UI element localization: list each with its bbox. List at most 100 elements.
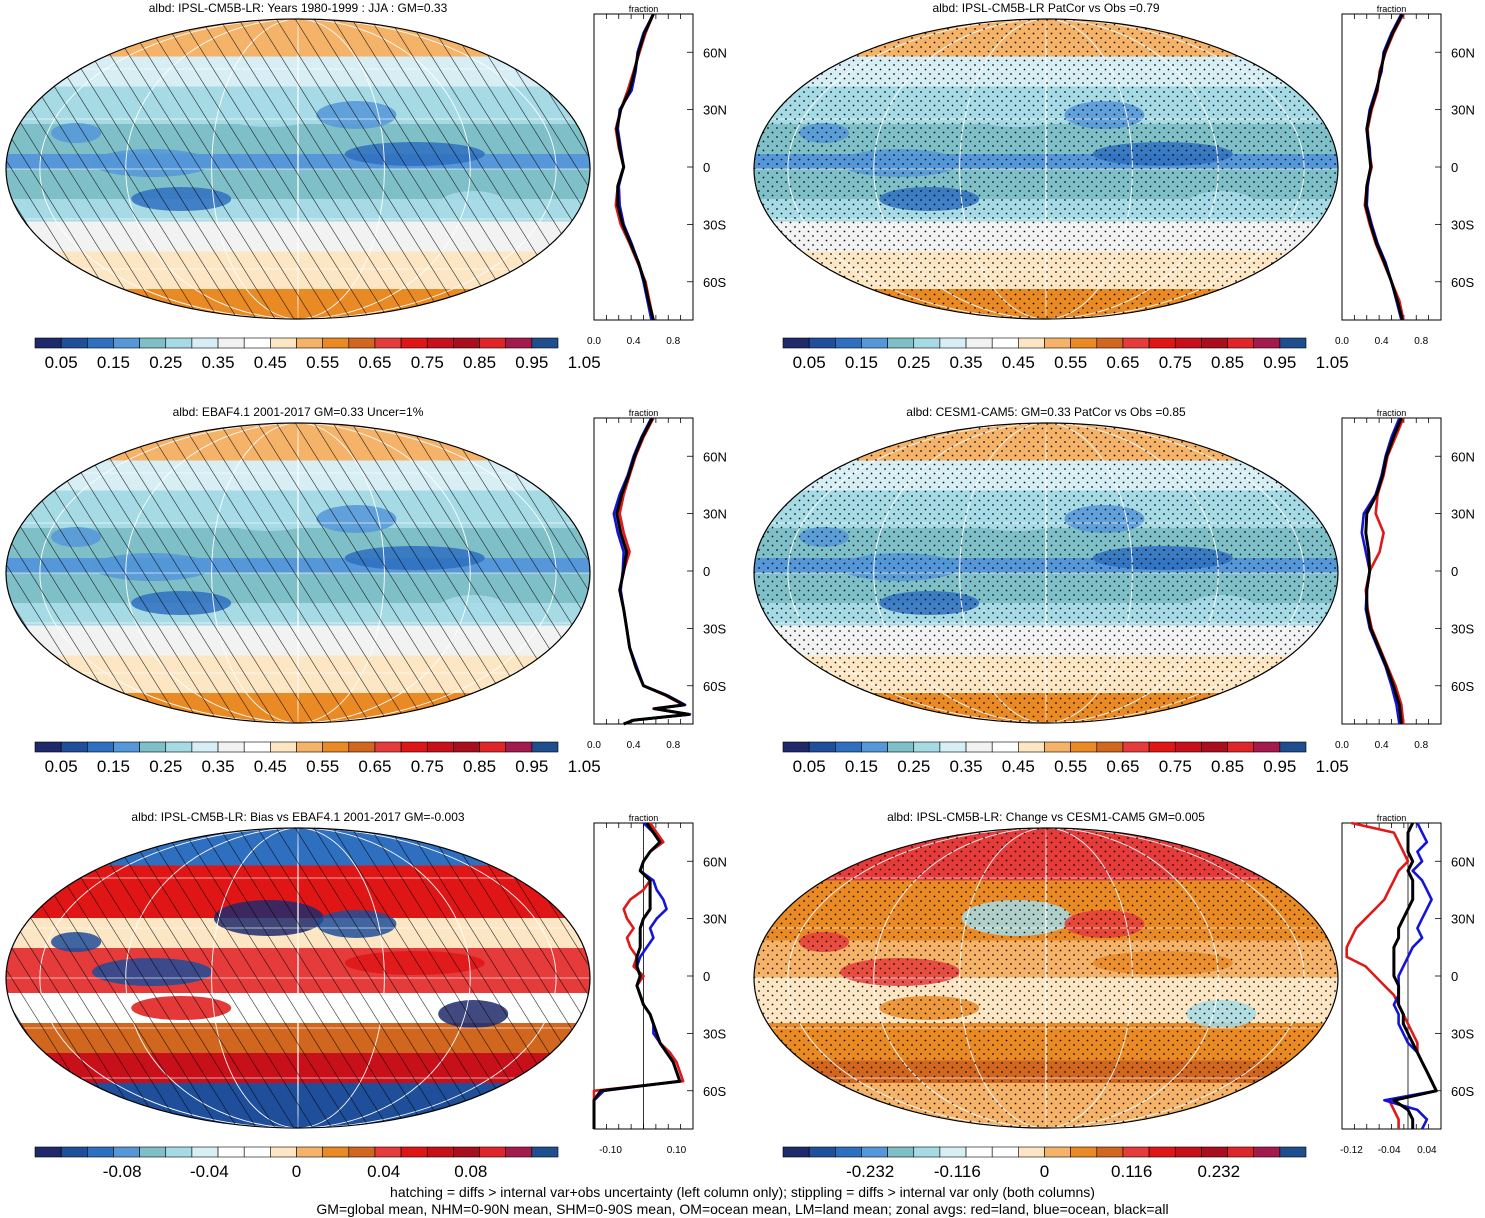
- colorbar-label: 0.85: [1211, 353, 1244, 372]
- map-outline: [753, 827, 1339, 1129]
- zonal-series-all: [592, 822, 682, 1129]
- x-tick-label: -0.10: [599, 1145, 622, 1156]
- x-tick-label: 0.8: [1414, 740, 1428, 751]
- footer-note-legend: GM=global mean, NHM=0-90N mean, SHM=0-90…: [316, 1201, 1169, 1217]
- x-tick-label: 0.0: [1335, 740, 1349, 751]
- x-tick-label: 0.4: [1375, 740, 1389, 751]
- zonal-series-all: [1364, 13, 1404, 321]
- zonal-chart-title: fraction: [1377, 4, 1407, 14]
- colorbar-label: 0.35: [950, 757, 983, 776]
- colorbar-label: 0.85: [1211, 757, 1244, 776]
- map-outline: [5, 827, 591, 1129]
- x-tick-label: -0.04: [1378, 1145, 1401, 1156]
- colorbar-label: 0.55: [306, 353, 339, 372]
- x-tick-label: 0.0: [587, 740, 601, 751]
- colorbar-label: 1.05: [568, 757, 601, 776]
- lat-tick-label: 30N: [703, 912, 727, 927]
- map-title: albd: IPSL-CM5B-LR PatCor vs Obs =0.79: [932, 1, 1159, 15]
- zonal-mean-chart: fraction 60N 30N 0 30S 60S 0.0 0.4 0.8: [587, 408, 727, 751]
- zonal-chart-title: fraction: [1377, 408, 1407, 418]
- colorbar-label: -0.04: [190, 1162, 229, 1181]
- colorbar-label: 0.05: [45, 757, 78, 776]
- panel-4: albd: CESM1-CAM5: GM=0.33 PatCor vs Obs …: [753, 405, 1475, 776]
- x-tick-label: -0.12: [1340, 1145, 1363, 1156]
- panel-1: albd: IPSL-CM5B-LR: Years 1980-1999 : JJ…: [5, 1, 727, 372]
- colorbar-label: 0.95: [515, 353, 548, 372]
- colorbar-label: 0.05: [793, 757, 826, 776]
- lat-tick-label: 60S: [703, 679, 726, 694]
- map-field: [6, 19, 590, 319]
- lat-tick-label: 0: [703, 160, 710, 175]
- colorbar-label: 0.85: [463, 757, 496, 776]
- colorbar-label: 0.25: [149, 353, 182, 372]
- map-field: [6, 423, 590, 723]
- map-outline: [753, 422, 1339, 724]
- colorbar-label: 0.45: [1002, 757, 1035, 776]
- lat-tick-label: 60N: [703, 854, 727, 869]
- colorbar-label: 0.95: [1263, 757, 1296, 776]
- panel-5: albd: IPSL-CM5B-LR: Bias vs EBAF4.1 2001…: [5, 810, 727, 1181]
- zonal-chart-title: fraction: [629, 813, 659, 823]
- colorbar-label: 0.25: [897, 353, 930, 372]
- colorbar: 0.05 0.15 0.25 0.35 0.45 0.55 0.65 0.75 0.85 0.95…: [782, 337, 1349, 372]
- lat-tick-label: 0: [1451, 564, 1458, 579]
- x-tick-label: 0.4: [627, 336, 641, 347]
- map-outline: [753, 18, 1339, 320]
- lat-tick-label: 30S: [1451, 1026, 1474, 1041]
- colorbar-label: 0.25: [149, 757, 182, 776]
- panel-6: albd: IPSL-CM5B-LR: Change vs CESM1-CAM5…: [753, 810, 1475, 1181]
- map-title: albd: IPSL-CM5B-LR: Change vs CESM1-CAM5…: [887, 810, 1205, 824]
- lat-tick-label: 30S: [703, 1026, 726, 1041]
- colorbar-label: -0.116: [934, 1162, 981, 1181]
- lat-tick-label: 0: [1451, 160, 1458, 175]
- lat-tick-label: 30S: [1451, 217, 1474, 232]
- colorbar-label: 0.95: [1263, 353, 1296, 372]
- colorbar-label: 0.55: [1054, 757, 1087, 776]
- panel-3: albd: EBAF4.1 2001-2017 GM=0.33 Uncer=1%…: [5, 405, 727, 776]
- colorbar-label: 0.65: [358, 757, 391, 776]
- colorbar-label: 1.05: [1316, 353, 1349, 372]
- colorbar-label: 0.45: [1002, 353, 1035, 372]
- x-tick-label: 0.04: [1417, 1145, 1437, 1156]
- lat-tick-label: 60N: [703, 45, 727, 60]
- map-title: albd: IPSL-CM5B-LR: Years 1980-1999 : JJ…: [149, 1, 448, 15]
- colorbar: -0.08 -0.04 0 0.04 0.08: [34, 1146, 559, 1181]
- x-tick-label: 0.10: [667, 1145, 687, 1156]
- colorbar-label: 0.35: [202, 757, 235, 776]
- zonal-mean-chart: fraction 60N 30N 0 30S 60S 0.0 0.4 0.8: [1335, 408, 1475, 751]
- zonal-chart-title: fraction: [629, 4, 659, 14]
- lat-tick-label: 60N: [1451, 45, 1475, 60]
- colorbar-label: 0.15: [845, 757, 878, 776]
- colorbar-label: 0.35: [202, 353, 235, 372]
- colorbar-label: 0: [292, 1162, 301, 1181]
- x-tick-label: 0.4: [1375, 336, 1389, 347]
- map-title: albd: CESM1-CAM5: GM=0.33 PatCor vs Obs …: [906, 405, 1186, 419]
- map-outline: [5, 18, 591, 320]
- colorbar: 0.05 0.15 0.25 0.35 0.45 0.55 0.65 0.75 0.85 0.95…: [34, 337, 601, 372]
- x-tick-label: 0.0: [587, 336, 601, 347]
- colorbar-label: 0.75: [411, 353, 444, 372]
- colorbar-label: 0.25: [897, 757, 930, 776]
- lat-tick-label: 60S: [1451, 1084, 1474, 1099]
- lat-tick-label: 60N: [1451, 449, 1475, 464]
- colorbar-label: 0.08: [454, 1162, 487, 1181]
- lat-tick-label: 60N: [1451, 854, 1475, 869]
- colorbar-label: -0.08: [103, 1162, 142, 1181]
- colorbar-label: 0.75: [1159, 353, 1192, 372]
- panel-2: albd: IPSL-CM5B-LR PatCor vs Obs =0.79 0.…: [753, 1, 1475, 372]
- map-field: [6, 828, 590, 1128]
- zonal-mean-chart: fraction 60N 30N 0 30S 60S -0.10 0.10: [592, 813, 727, 1156]
- zonal-mean-chart: fraction 60N 30N 0 30S 60S 0.0 0.4 0.8: [587, 4, 727, 347]
- x-tick-label: 0.0: [1335, 336, 1349, 347]
- lat-tick-label: 0: [703, 564, 710, 579]
- colorbar-label: 0.85: [463, 353, 496, 372]
- colorbar-label: 0.15: [97, 757, 130, 776]
- colorbar-label: 1.05: [1316, 757, 1349, 776]
- colorbar-label: 0.45: [254, 757, 287, 776]
- map-title: albd: IPSL-CM5B-LR: Bias vs EBAF4.1 2001…: [131, 810, 464, 824]
- lat-tick-label: 60S: [1451, 679, 1474, 694]
- lat-tick-label: 60S: [703, 1084, 726, 1099]
- lat-tick-label: 30N: [703, 507, 727, 522]
- colorbar-label: 0.65: [1106, 353, 1139, 372]
- footer-note-hatching: hatching = diffs > internal var+obs unce…: [390, 1184, 1095, 1200]
